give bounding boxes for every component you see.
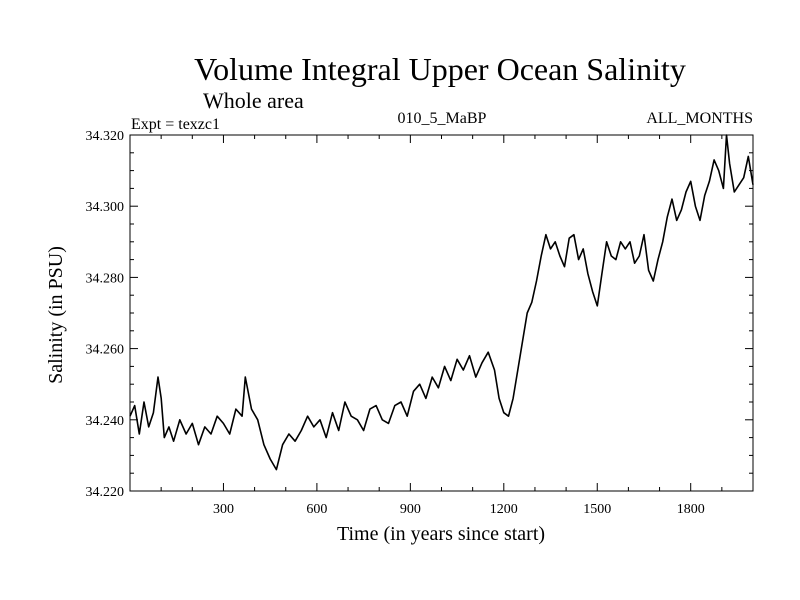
x-tick-label: 300 [213, 502, 234, 517]
x-axis: 300 600 900 1200 1500 1800 [160, 135, 723, 517]
x-tick-label: 900 [400, 502, 421, 517]
months-label: ALL_MONTHS [646, 110, 753, 127]
y-tick-label: 34.300 [86, 200, 125, 215]
y-tick-label: 34.260 [86, 343, 125, 358]
y-tick-label: 34.280 [86, 271, 125, 286]
y-tick-label: 34.240 [86, 414, 125, 429]
series-line-salinity [129, 134, 754, 471]
run-label: 010_5_MaBP [398, 110, 487, 127]
experiment-label: Expt = texzc1 [131, 116, 220, 133]
y-tick-label: 34.320 [86, 129, 125, 144]
x-tick-label: 1500 [583, 502, 611, 517]
x-tick-label: 1800 [677, 502, 705, 517]
plot-frame [129, 134, 754, 492]
y-axis: 34.220 34.240 34.260 34.280 34.300 34.320 [86, 129, 753, 500]
chart-title: Volume Integral Upper Ocean Salinity [194, 51, 686, 87]
x-axis-label: Time (in years since start) [337, 523, 545, 545]
y-axis-label: Salinity (in PSU) [45, 246, 67, 384]
chart-subtitle: Whole area [203, 88, 304, 113]
x-tick-label: 1200 [490, 502, 518, 517]
data-series [129, 134, 754, 471]
y-tick-label: 34.220 [86, 485, 125, 500]
x-tick-label: 600 [306, 502, 327, 517]
